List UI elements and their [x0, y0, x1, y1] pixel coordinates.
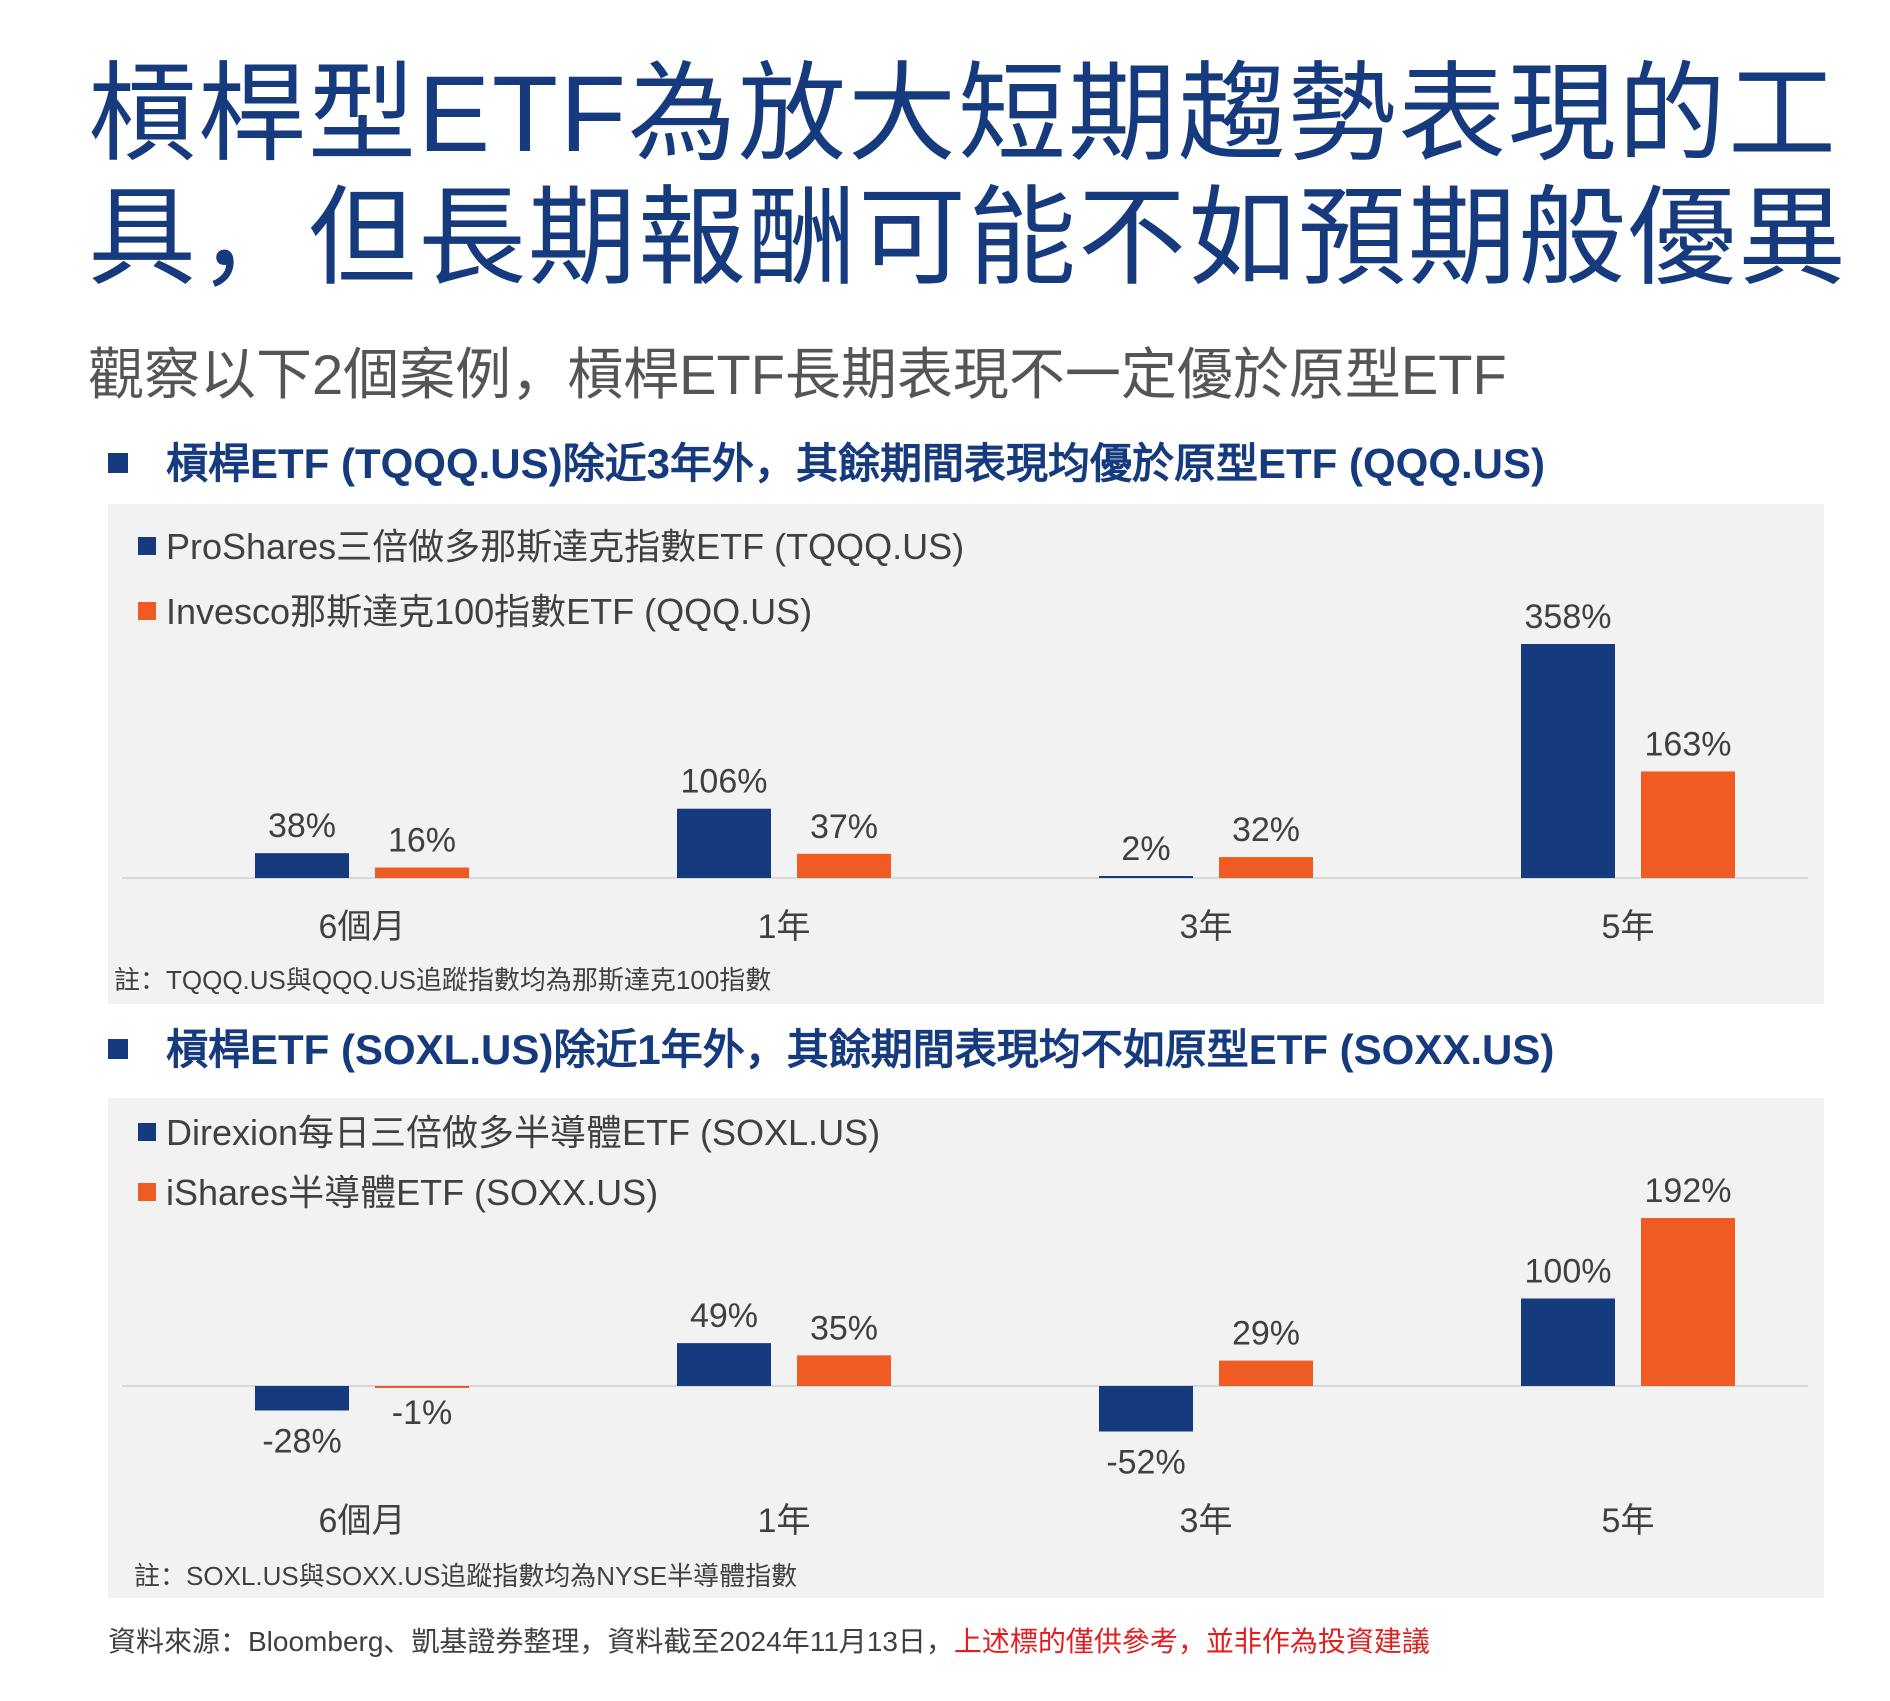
category-label: 1年 — [758, 908, 811, 946]
bullet-square-icon — [108, 452, 128, 473]
legend-item-soxl: Direxion每日三倍做多半導體ETF (SOXL.US) — [138, 1110, 880, 1156]
chart-panel-tqqq: ProShares三倍做多那斯達克指數ETF (TQQQ.US) Invesco… — [108, 504, 1824, 1004]
data-label: 37% — [810, 808, 878, 846]
data-label: 100% — [1525, 1253, 1612, 1291]
chart-panel-soxl: Direxion每日三倍做多半導體ETF (SOXL.US) iShares半導… — [108, 1098, 1824, 1598]
bar-base-1 — [797, 853, 891, 878]
source-text: 資料來源：Bloomberg、凱基證券整理，資料截至2024年11月13日， — [108, 1626, 954, 1657]
bar-leveraged-1 — [677, 1343, 771, 1386]
legend-item-soxx: iShares半導體ETF (SOXX.US) — [138, 1170, 658, 1216]
data-label: 16% — [388, 822, 456, 860]
bar-chart-soxl: 6個月 -28% -1% 1年 49% 35% 3年 -52% 29% 5年 100% 192% — [122, 1172, 1808, 1540]
bar-leveraged-2 — [1099, 876, 1193, 878]
category-label: 5年 — [1602, 1502, 1655, 1540]
page-title: 槓桿型ETF為放大短期趨勢表現的工具，但長期報酬可能不如預期般優異 — [88, 53, 1849, 298]
legend-item-qqq: Invesco那斯達克100指數ETF (QQQ.US) — [138, 589, 812, 635]
data-label: -52% — [1106, 1444, 1185, 1482]
category-label: 3年 — [1180, 1502, 1233, 1540]
bar-leveraged-3 — [1521, 1298, 1615, 1386]
legend-label: Invesco那斯達克100指數ETF (QQQ.US) — [166, 591, 813, 632]
data-label: 32% — [1232, 811, 1300, 849]
chart-note: 註：TQQQ.US與QQQ.US追蹤指數均為那斯達克100指數 — [114, 965, 772, 995]
bar-base-2 — [1219, 1360, 1313, 1386]
data-label: 163% — [1645, 725, 1732, 763]
data-label: 358% — [1525, 598, 1612, 636]
bar-base-3 — [1641, 771, 1735, 878]
bar-chart-tqqq: 6個月 38% 16% 1年 106% 37% 3年 2% 32% 5年 358% 163% — [122, 598, 1808, 946]
category-label: 6個月 — [319, 1502, 406, 1540]
legend-item-tqqq: ProShares三倍做多那斯達克指數ETF (TQQQ.US) — [138, 524, 964, 570]
section-heading-text: 槓桿ETF (SOXL.US)除近1年外，其餘期間表現均不如原型ETF (SOX… — [166, 1026, 1555, 1073]
bar-leveraged-1 — [677, 808, 771, 878]
chart-note: 註：SOXL.US與SOXX.US追蹤指數均為NYSE半導體指數 — [134, 1561, 798, 1591]
category-label: 3年 — [1180, 908, 1233, 946]
category-label: 5年 — [1602, 908, 1655, 946]
bar-base-0 — [375, 867, 469, 878]
disclaimer-text: 上述標的僅供參考，並非作為投資建議 — [953, 1626, 1430, 1657]
legend-swatch-navy — [138, 537, 156, 556]
legend-label: Direxion每日三倍做多半導體ETF (SOXL.US) — [166, 1112, 881, 1153]
data-label: 38% — [268, 807, 336, 845]
bar-leveraged-3 — [1521, 644, 1615, 878]
data-label: 106% — [681, 763, 768, 801]
page-subtitle: 觀察以下2個案例，槓桿ETF長期表現不一定優於原型ETF — [88, 343, 1507, 406]
data-label: -1% — [392, 1394, 452, 1432]
data-label: 35% — [810, 1309, 878, 1347]
bar-leveraged-0 — [255, 1386, 349, 1411]
bar-leveraged-2 — [1099, 1386, 1193, 1432]
bar-leveraged-0 — [255, 853, 349, 878]
data-label: 29% — [1232, 1315, 1300, 1353]
category-label: 6個月 — [319, 908, 406, 946]
section-heading-tqqq: 槓桿ETF (TQQQ.US)除近3年外，其餘期間表現均優於原型ETF (QQQ… — [108, 436, 1545, 492]
bar-base-2 — [1219, 857, 1313, 878]
legend-swatch-orange — [138, 602, 156, 621]
bar-base-0 — [375, 1386, 469, 1388]
source-footnote: 資料來源：Bloomberg、凱基證券整理，資料截至2024年11月13日，上述… — [108, 1620, 1430, 1660]
data-label: 2% — [1121, 830, 1170, 868]
bullet-square-icon — [108, 1038, 128, 1059]
data-label: 192% — [1645, 1172, 1732, 1210]
data-label: -28% — [262, 1423, 341, 1461]
bar-base-3 — [1641, 1218, 1735, 1386]
section-heading-soxl: 槓桿ETF (SOXL.US)除近1年外，其餘期間表現均不如原型ETF (SOX… — [108, 1022, 1554, 1078]
legend-swatch-orange — [138, 1183, 156, 1202]
legend-label: iShares半導體ETF (SOXX.US) — [166, 1172, 659, 1213]
section-heading-text: 槓桿ETF (TQQQ.US)除近3年外，其餘期間表現均優於原型ETF (QQQ… — [166, 440, 1545, 487]
category-label: 1年 — [758, 1502, 811, 1540]
legend-swatch-navy — [138, 1123, 156, 1142]
data-label: 49% — [690, 1297, 758, 1335]
bar-base-1 — [797, 1355, 891, 1386]
legend-label: ProShares三倍做多那斯達克指數ETF (TQQQ.US) — [166, 526, 965, 567]
